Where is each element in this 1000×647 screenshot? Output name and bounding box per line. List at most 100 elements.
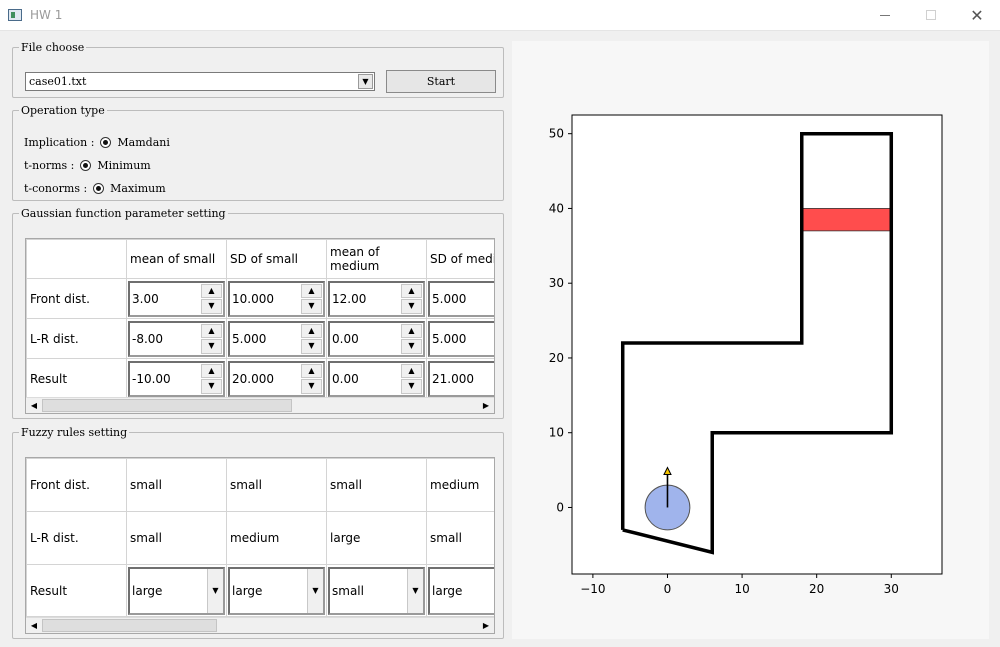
maximize-button[interactable] [908, 0, 954, 30]
chevron-down-icon[interactable]: ▼ [358, 74, 373, 89]
spinbox-value[interactable]: 21.000 [432, 371, 474, 386]
arrow-up-icon[interactable]: ▲ [201, 323, 222, 338]
t-conorms-label: t-conorms : [24, 182, 88, 195]
close-icon: ✕ [970, 5, 984, 25]
rule-cell[interactable]: small [126, 458, 227, 512]
spinbox-value[interactable]: 5.000 [432, 291, 467, 306]
file-choose-legend: File choose [21, 41, 85, 54]
parameter-spinbox[interactable]: 0.00 ▲ ▼ [328, 360, 425, 397]
t-norms-value: Minimum [97, 159, 151, 172]
parameter-spinbox[interactable]: 5.000 [428, 320, 494, 357]
gaussian-corner-header [26, 239, 127, 279]
minimize-button[interactable] [862, 0, 908, 30]
x-tick-label: 0 [664, 582, 672, 596]
fuzzy-rules-horizontal-scrollbar[interactable]: ◀ ▶ [26, 617, 494, 633]
rule-cell[interactable]: small [126, 511, 227, 565]
column-header[interactable]: SD of medi [426, 239, 494, 279]
parameter-spinbox[interactable]: 21.000 [428, 360, 494, 397]
track-boundary [620, 131, 894, 555]
column-header[interactable]: mean of small [126, 239, 227, 279]
t-norms-radio[interactable] [80, 160, 92, 171]
arrow-up-icon[interactable]: ▲ [201, 363, 222, 378]
spinbox-value[interactable]: 20.000 [232, 371, 274, 386]
arrow-down-icon[interactable]: ▼ [301, 379, 322, 394]
spinbox-value[interactable]: 0.00 [332, 371, 359, 386]
t-conorms-row: t-conorms : Maximum [24, 182, 166, 195]
arrow-up-icon[interactable]: ▲ [401, 323, 422, 338]
arrow-up-icon[interactable]: ▲ [401, 283, 422, 298]
column-header[interactable]: SD of small [226, 239, 327, 279]
close-button[interactable]: ✕ [954, 0, 1000, 30]
parameter-spinbox[interactable]: -8.00 ▲ ▼ [128, 320, 225, 357]
row-header: L-R dist. [26, 511, 127, 565]
arrow-down-icon[interactable]: ▼ [401, 379, 422, 394]
table-row: Result -10.00 ▲ ▼ 20.000 ▲ ▼ 0.00 ▲ ▼ 21.000 [26, 358, 494, 399]
y-tick-label: 30 [549, 276, 564, 290]
parameter-spinbox[interactable]: 10.000 ▲ ▼ [228, 280, 325, 317]
spinbox-value[interactable]: 10.000 [232, 291, 274, 306]
chevron-down-icon[interactable]: ▼ [407, 568, 423, 613]
spinbox-value[interactable]: 0.00 [332, 331, 359, 346]
arrow-up-icon[interactable]: ▲ [201, 283, 222, 298]
column-header[interactable]: mean of medium [326, 239, 427, 279]
arrow-up-icon[interactable]: ▲ [301, 323, 322, 338]
file-select[interactable]: case01.txt ▼ [25, 72, 375, 91]
spinbox-value[interactable]: 5.000 [432, 331, 467, 346]
y-tick-label: 0 [556, 500, 564, 514]
result-select[interactable]: large ▼ [228, 566, 325, 615]
y-tick-label: 50 [549, 127, 564, 141]
result-select[interactable]: large [428, 566, 494, 615]
row-header: L-R dist. [26, 318, 127, 359]
rule-cell[interactable]: medium [226, 511, 327, 565]
rule-cell[interactable]: small [226, 458, 327, 512]
parameter-spinbox[interactable]: 0.00 ▲ ▼ [328, 320, 425, 357]
arrow-down-icon[interactable]: ▼ [401, 339, 422, 354]
arrow-up-icon[interactable]: ▲ [401, 363, 422, 378]
spinbox-value[interactable]: -10.00 [132, 371, 171, 386]
parameter-spinbox[interactable]: -10.00 ▲ ▼ [128, 360, 225, 397]
scroll-right-icon[interactable]: ▶ [482, 621, 490, 630]
result-select[interactable]: small ▼ [328, 566, 425, 615]
rule-cell[interactable]: small [326, 458, 427, 512]
fuzzy-rules-legend: Fuzzy rules setting [21, 426, 128, 439]
arrow-down-icon[interactable]: ▼ [201, 299, 222, 314]
result-select[interactable]: large ▼ [128, 566, 225, 615]
rule-cell[interactable]: medium [426, 458, 494, 512]
parameter-spinbox[interactable]: 3.00 ▲ ▼ [128, 280, 225, 317]
gaussian-parameter-group: Gaussian function parameter setting mean… [12, 207, 504, 419]
chevron-down-icon[interactable]: ▼ [207, 568, 223, 613]
parameter-spinbox[interactable]: 5.000 ▲ ▼ [228, 320, 325, 357]
spinbox-value[interactable]: -8.00 [132, 331, 164, 346]
parameter-spinbox[interactable]: 12.00 ▲ ▼ [328, 280, 425, 317]
rule-cell[interactable]: large [326, 511, 427, 565]
gaussian-horizontal-scrollbar[interactable]: ◀ ▶ [26, 397, 494, 413]
car-heading-arrow-icon [663, 466, 672, 475]
x-tick-label: 30 [884, 582, 899, 596]
scroll-left-icon[interactable]: ◀ [30, 401, 38, 410]
spinbox-value[interactable]: 12.00 [332, 291, 367, 306]
arrow-down-icon[interactable]: ▼ [201, 379, 222, 394]
arrow-up-icon[interactable]: ▲ [301, 283, 322, 298]
scroll-thumb[interactable] [42, 619, 217, 632]
implication-radio[interactable] [100, 137, 112, 148]
y-tick-label: 20 [549, 351, 564, 365]
arrow-down-icon[interactable]: ▼ [201, 339, 222, 354]
arrow-down-icon[interactable]: ▼ [301, 339, 322, 354]
parameter-spinbox[interactable]: 5.000 [428, 280, 494, 317]
spinbox-value[interactable]: 5.000 [232, 331, 267, 346]
t-conorms-radio[interactable] [93, 183, 105, 194]
scroll-thumb[interactable] [42, 399, 292, 412]
arrow-up-icon[interactable]: ▲ [301, 363, 322, 378]
scroll-right-icon[interactable]: ▶ [482, 401, 490, 410]
spinbox-value[interactable]: 3.00 [132, 291, 159, 306]
arrow-down-icon[interactable]: ▼ [401, 299, 422, 314]
minimize-icon [880, 14, 890, 16]
parameter-spinbox[interactable]: 20.000 ▲ ▼ [228, 360, 325, 397]
chevron-down-icon[interactable]: ▼ [307, 568, 323, 613]
scroll-left-icon[interactable]: ◀ [30, 621, 38, 630]
fuzzy-rules-table: Front dist. small small small medium L-R… [26, 458, 494, 617]
start-button[interactable]: Start [386, 70, 496, 93]
gaussian-table: mean of small SD of small mean of medium… [26, 239, 494, 399]
arrow-down-icon[interactable]: ▼ [301, 299, 322, 314]
rule-cell[interactable]: small [426, 511, 494, 565]
